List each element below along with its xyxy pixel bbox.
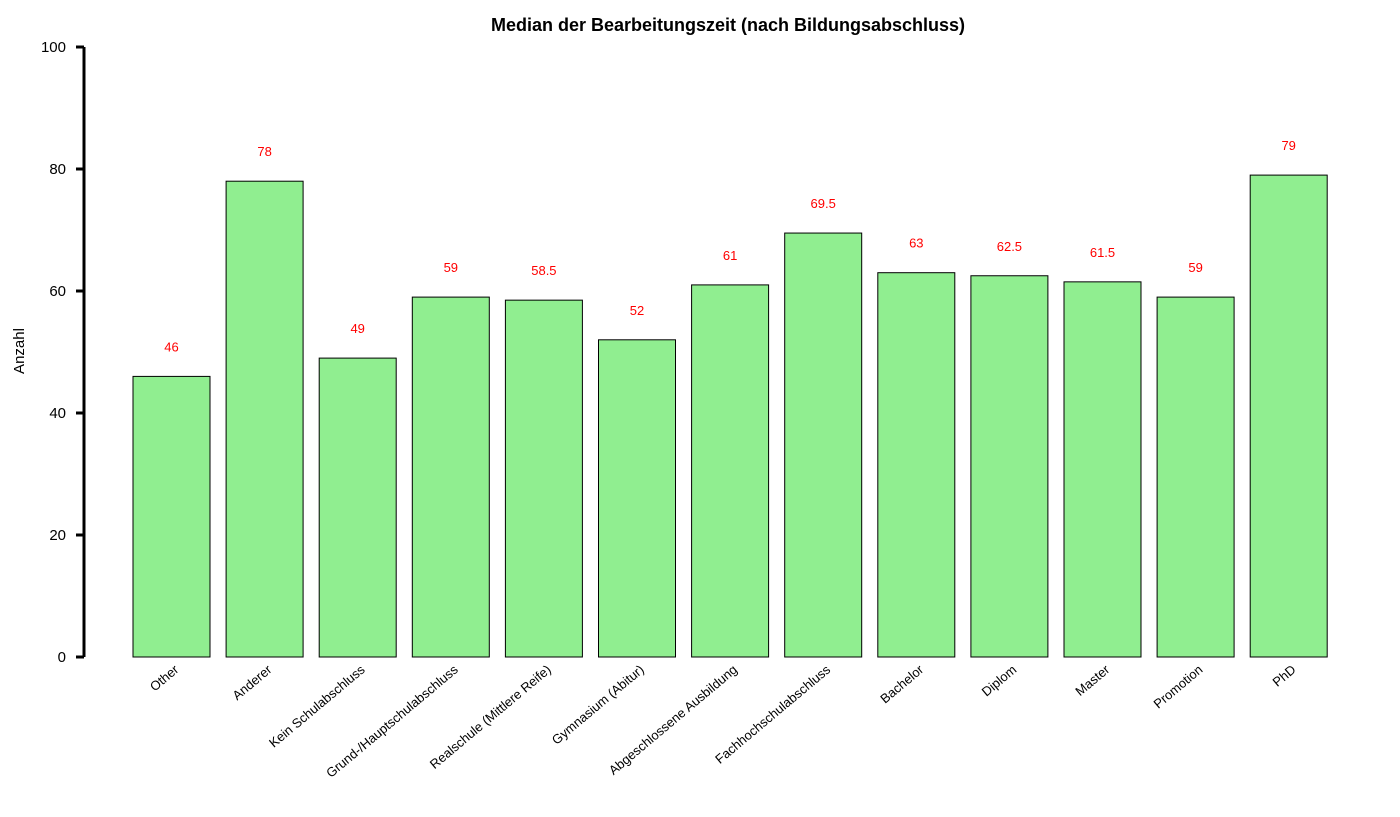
x-tick-label: Bachelor <box>877 661 926 706</box>
data-label: 61.5 <box>1090 245 1115 260</box>
bar <box>1156 296 1235 658</box>
bars <box>132 174 1328 658</box>
x-tick-label: Other <box>147 661 182 694</box>
x-tick-label: Diplom <box>979 662 1020 700</box>
data-label: 61 <box>723 248 737 263</box>
y-tick-label: 40 <box>49 405 66 422</box>
data-label: 59 <box>444 260 458 275</box>
data-label: 49 <box>350 321 364 336</box>
data-label: 52 <box>630 303 644 318</box>
bar <box>691 284 770 658</box>
data-label: 58.5 <box>531 263 556 278</box>
data-label: 59 <box>1188 260 1202 275</box>
y-tick-label: 60 <box>49 283 66 300</box>
data-label: 62.5 <box>997 239 1022 254</box>
bar <box>1063 281 1142 658</box>
bar <box>598 339 676 658</box>
bar <box>784 232 863 658</box>
x-tick-label: Master <box>1072 661 1113 698</box>
bar <box>411 296 490 658</box>
data-label: 79 <box>1281 138 1295 153</box>
bar <box>225 180 304 658</box>
data-label: 46 <box>164 339 178 354</box>
data-label: 69.5 <box>811 196 836 211</box>
x-tick-label: Kein Schulabschluss <box>266 661 368 750</box>
data-label: 78 <box>257 144 271 159</box>
bar <box>504 299 583 658</box>
bar <box>877 272 956 658</box>
y-tick-label: 20 <box>49 527 66 544</box>
bar <box>132 375 211 658</box>
y-tick-label: 100 <box>41 39 66 56</box>
y-axis-label: Anzahl <box>11 328 28 374</box>
x-tick-label: PhD <box>1270 662 1299 690</box>
chart-title: Median der Bearbeitungszeit (nach Bildun… <box>491 15 965 35</box>
y-tick-label: 0 <box>58 649 66 666</box>
x-tick-label: Promotion <box>1150 662 1205 712</box>
bar <box>318 357 397 658</box>
x-tick-label: Gymnasium (Abitur) <box>549 662 647 748</box>
data-labels: 46 78 49 59 58.5 52 61 69.5 63 62.5 61.5 59 79 <box>164 138 1296 354</box>
bar <box>970 275 1049 658</box>
bar <box>1249 174 1328 658</box>
y-axis: 0 20 40 60 80 100 <box>41 39 86 666</box>
x-tick-label: Anderer <box>229 661 275 703</box>
data-label: 63 <box>909 236 923 251</box>
y-tick-label: 80 <box>49 161 66 178</box>
